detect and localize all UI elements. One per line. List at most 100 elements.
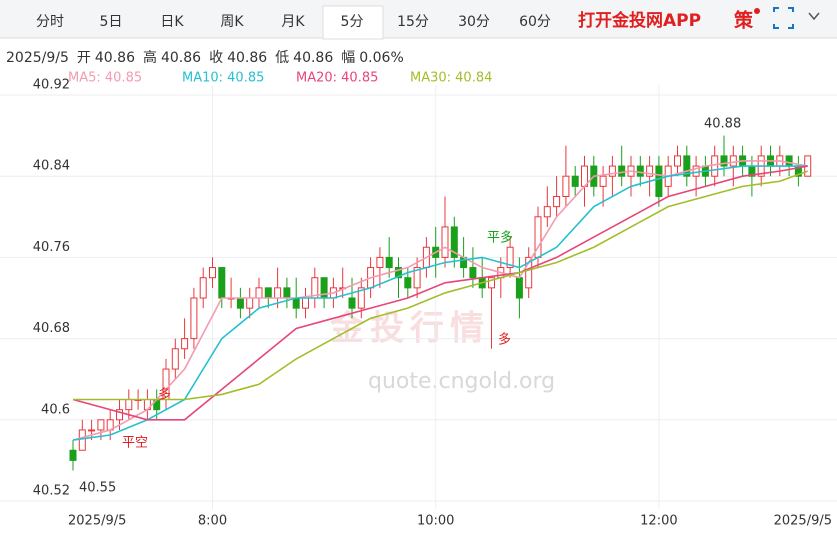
candle-body [413, 267, 421, 289]
tab[interactable]: 5分 [341, 14, 364, 30]
candle-body [199, 277, 207, 299]
notify-dot [754, 8, 760, 14]
signal-label: 平空 [122, 436, 148, 451]
candle-body [515, 277, 523, 299]
tab-bar [0, 0, 837, 38]
candle-body [553, 196, 561, 208]
candle-body [190, 297, 198, 340]
info-value: 40.86 [161, 50, 201, 66]
candle-body [246, 297, 254, 309]
y-tick-label: 40.92 [33, 78, 70, 93]
x-tick-label: 2025/9/5 [68, 514, 126, 529]
ma-line [73, 170, 808, 401]
candle-body [348, 297, 356, 309]
candle-body [274, 287, 282, 299]
more-icon[interactable] [808, 12, 820, 21]
candle-body [571, 175, 579, 187]
info-label: 幅 [341, 50, 355, 66]
tab[interactable]: 15分 [397, 14, 429, 30]
tab[interactable]: 30分 [458, 14, 490, 30]
candle-body [171, 348, 179, 370]
candle-body [385, 256, 393, 269]
candle-body [97, 419, 105, 431]
candle-body [218, 267, 226, 299]
candle-body [116, 409, 123, 421]
app-link[interactable]: 打开金投网APP [578, 10, 701, 31]
candle-body [88, 429, 96, 432]
info-label: 低 [275, 50, 289, 66]
candle-body [618, 165, 626, 177]
x-tick-label: 12:00 [640, 514, 677, 529]
candle-body [441, 226, 449, 258]
y-tick-label: 40.6 [41, 402, 70, 417]
candle-body [720, 155, 728, 167]
candle-body [683, 155, 691, 177]
strategy-icon[interactable]: 策 [734, 9, 754, 32]
tab[interactable]: 日K [160, 14, 184, 30]
info-value: 40.86 [293, 50, 333, 66]
tab[interactable]: 5日 [100, 14, 123, 30]
candle-body [506, 246, 514, 269]
candle-body [636, 165, 644, 177]
x-tick-label: 2025/9/5 [774, 514, 832, 529]
y-tick-label: 40.84 [33, 159, 70, 174]
candle-body [785, 155, 793, 167]
ma-line [72, 165, 808, 421]
legend-entry: MA20: 40.85 [296, 71, 378, 86]
legend-entry: MA5: 40.85 [68, 71, 142, 86]
min-annotation: 40.55 [79, 481, 116, 496]
info-label: 收 [209, 50, 223, 66]
watermark-name: 金投行情 [329, 309, 490, 349]
candle-body [292, 297, 300, 309]
candle-body [395, 267, 402, 279]
info-value: 0.06% [359, 50, 403, 66]
active-tab [322, 5, 384, 40]
legend-entry: MA30: 40.84 [410, 71, 492, 86]
max-annotation: 40.88 [704, 117, 741, 132]
signal-label: 多 [158, 387, 171, 403]
info-label: 开 [77, 50, 91, 66]
candle-body [78, 429, 86, 451]
tab[interactable]: 分时 [36, 14, 64, 30]
tab[interactable]: 周K [220, 14, 244, 30]
candle-body [655, 165, 663, 198]
candle-body [357, 287, 365, 309]
candle-body [674, 155, 681, 167]
candle-body [646, 165, 654, 177]
y-tick-label: 40.52 [33, 484, 70, 499]
candle-body [236, 297, 244, 309]
info-date: 2025/9/5 [6, 50, 69, 66]
candle-body [125, 399, 133, 411]
ma-line [72, 160, 808, 441]
candle-body [181, 338, 189, 350]
candle-body [264, 287, 272, 299]
candle-body [209, 267, 216, 279]
x-tick-label: 10:00 [417, 514, 454, 529]
y-tick-label: 40.68 [33, 321, 70, 336]
candle-body [255, 287, 263, 299]
candle-body [599, 175, 607, 187]
signal-label: 平多 [487, 230, 513, 246]
candle-body [608, 165, 616, 177]
legend-entry: MA10: 40.85 [182, 71, 264, 86]
candle-body [525, 256, 533, 289]
x-tick-label: 8:00 [198, 514, 227, 529]
tab[interactable]: 月K [281, 14, 305, 30]
candle-body [302, 297, 309, 309]
candle-body [404, 277, 412, 289]
info-value: 40.86 [95, 50, 135, 66]
y-tick-label: 40.76 [33, 240, 70, 255]
signal-label: 多 [498, 332, 511, 348]
fullscreen-icon[interactable] [773, 7, 794, 29]
candle-body [488, 277, 495, 289]
candle-body [283, 287, 291, 299]
candle-body [692, 165, 700, 177]
tab[interactable]: 60分 [519, 14, 551, 30]
candle-body [69, 449, 77, 461]
candle-body [562, 175, 570, 197]
candle-body [729, 155, 737, 167]
candle-body [450, 226, 458, 258]
info-value: 40.86 [227, 50, 267, 66]
ma-line [72, 165, 808, 441]
